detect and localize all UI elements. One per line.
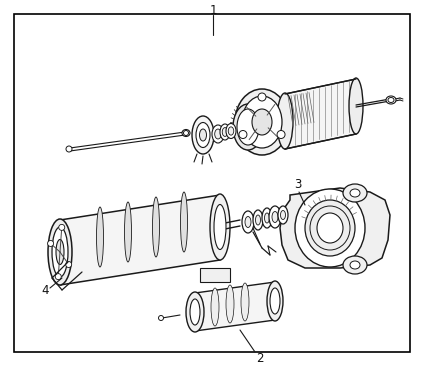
Ellipse shape [252,109,272,135]
Ellipse shape [270,288,280,314]
Ellipse shape [343,184,367,202]
Ellipse shape [158,315,163,321]
Ellipse shape [214,204,226,249]
Ellipse shape [199,129,206,141]
Ellipse shape [96,207,104,267]
Text: 1: 1 [209,3,217,16]
Ellipse shape [184,130,188,135]
Ellipse shape [350,261,360,269]
Ellipse shape [233,104,263,150]
Ellipse shape [65,261,71,267]
Ellipse shape [262,208,272,228]
Text: 4: 4 [41,284,49,297]
Ellipse shape [253,210,263,230]
Ellipse shape [242,96,282,148]
Ellipse shape [52,227,68,277]
Ellipse shape [237,109,259,145]
Ellipse shape [186,292,204,332]
Ellipse shape [256,215,261,225]
Ellipse shape [181,192,187,252]
Ellipse shape [212,125,224,143]
Ellipse shape [152,197,160,257]
Polygon shape [285,79,356,149]
Bar [200,268,230,282]
Ellipse shape [48,240,54,246]
Ellipse shape [182,129,190,136]
Ellipse shape [277,130,285,138]
Ellipse shape [277,93,293,149]
Ellipse shape [192,116,214,154]
Ellipse shape [125,202,131,262]
Text: 2: 2 [256,351,264,364]
Ellipse shape [211,288,219,326]
Ellipse shape [226,123,236,138]
Ellipse shape [350,189,360,197]
Polygon shape [280,188,390,268]
Ellipse shape [220,124,230,140]
Ellipse shape [386,96,396,104]
Ellipse shape [245,216,251,228]
Ellipse shape [278,206,288,224]
Ellipse shape [55,274,61,280]
Ellipse shape [226,285,234,323]
Ellipse shape [235,89,289,155]
Ellipse shape [295,189,365,267]
Ellipse shape [272,211,278,222]
Ellipse shape [388,98,394,102]
Ellipse shape [349,78,363,134]
Ellipse shape [222,128,228,136]
Polygon shape [60,195,220,285]
Ellipse shape [280,210,285,219]
Ellipse shape [215,129,221,139]
Ellipse shape [66,146,72,152]
Ellipse shape [239,130,247,138]
Ellipse shape [48,219,72,285]
Ellipse shape [59,224,65,230]
Ellipse shape [258,93,266,101]
Ellipse shape [241,283,249,321]
Ellipse shape [269,206,281,228]
Ellipse shape [265,213,270,223]
Ellipse shape [267,281,283,321]
Ellipse shape [228,127,234,135]
Ellipse shape [56,240,64,264]
Ellipse shape [210,194,230,260]
Polygon shape [195,282,275,331]
Ellipse shape [242,211,254,233]
Ellipse shape [196,123,210,147]
Ellipse shape [190,299,200,325]
Ellipse shape [305,200,355,256]
Text: 3: 3 [294,178,302,192]
Ellipse shape [317,213,343,243]
Ellipse shape [343,256,367,274]
